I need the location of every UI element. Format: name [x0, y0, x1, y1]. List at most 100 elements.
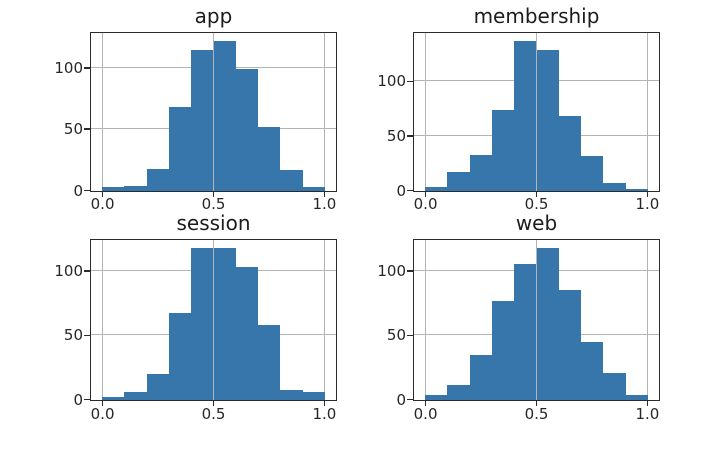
y-tick-mark: [84, 128, 90, 130]
gridline-vertical: [647, 240, 649, 400]
histogram-bar: [146, 168, 169, 191]
histogram-bar: [213, 40, 236, 191]
y-tick-label: 0: [396, 181, 406, 200]
histogram-bar: [124, 392, 147, 400]
histogram-bar: [146, 374, 169, 400]
y-tick-label: 50: [386, 326, 406, 345]
histogram-bar: [558, 116, 582, 191]
x-tick-mark: [101, 192, 104, 197]
x-tick-mark: [646, 401, 649, 406]
subplot-title: web: [515, 211, 558, 235]
histogram-bar: [168, 107, 192, 191]
y-tick-mark: [407, 135, 413, 137]
gridline-vertical: [101, 33, 103, 191]
y-tick-label: 50: [63, 326, 83, 345]
x-tick-label: 1.0: [312, 405, 337, 423]
histogram-bar: [558, 290, 582, 400]
gridline-vertical: [647, 33, 649, 191]
x-tick-label: 1.0: [635, 405, 660, 423]
histogram-bar: [447, 384, 470, 400]
histogram-bar: [258, 126, 281, 191]
histogram-bar: [514, 264, 537, 400]
x-tick-label: 0.5: [524, 405, 549, 423]
gridline-vertical: [424, 240, 426, 400]
x-tick-label: 1.0: [635, 195, 660, 213]
x-tick-label: 0.0: [413, 195, 438, 213]
histogram-bar: [258, 325, 281, 400]
x-tick-mark: [212, 401, 215, 406]
y-tick-mark: [84, 67, 90, 69]
x-tick-label: 0.5: [524, 195, 549, 213]
y-tick-mark: [407, 398, 413, 401]
x-tick-mark: [535, 401, 538, 406]
y-tick-mark: [407, 80, 413, 83]
y-tick-mark: [84, 270, 90, 272]
x-tick-label: 0.5: [201, 195, 226, 213]
y-tick-label: 100: [377, 262, 406, 281]
y-tick-mark: [407, 334, 413, 337]
y-tick-mark: [84, 334, 90, 337]
histogram-bar: [425, 394, 448, 400]
gridline-vertical: [324, 240, 326, 400]
subplot-title: app: [194, 4, 233, 28]
y-tick-label: 100: [377, 72, 406, 91]
x-tick-label: 1.0: [312, 195, 337, 213]
histogram-bar: [302, 392, 325, 400]
histogram-bar: [102, 397, 125, 400]
plot-area: [413, 239, 660, 401]
histogram-bar: [191, 247, 214, 400]
histogram-bar: [491, 109, 515, 191]
histogram-bar: [603, 183, 626, 191]
plot-area: [90, 32, 337, 192]
histogram-bar: [603, 372, 626, 400]
y-tick-label: 0: [396, 390, 406, 409]
histogram-bar: [425, 186, 448, 191]
histogram-bar: [191, 50, 214, 191]
histogram-bar: [235, 267, 259, 400]
x-tick-label: 0.5: [201, 405, 226, 423]
histogram-bar: [280, 389, 303, 400]
y-tick-mark: [407, 270, 413, 272]
x-tick-mark: [424, 401, 427, 406]
subplot-title: membership: [473, 4, 600, 28]
x-tick-mark: [424, 192, 427, 197]
y-tick-label: 100: [54, 58, 83, 77]
histogram-bar: [581, 155, 604, 191]
x-tick-mark: [646, 192, 649, 197]
histogram-bar: [625, 394, 648, 400]
y-tick-mark: [84, 189, 90, 192]
y-tick-mark: [84, 398, 90, 401]
x-tick-label: 0.0: [90, 405, 115, 423]
histogram-bar: [514, 40, 537, 191]
histogram-bar: [536, 50, 559, 191]
subplot-title: session: [176, 211, 251, 235]
gridline-vertical: [101, 240, 103, 400]
plot-area: [90, 239, 337, 401]
gridline-vertical: [324, 33, 326, 191]
histogram-bar: [581, 341, 604, 400]
histogram-bar: [625, 188, 648, 191]
y-tick-label: 0: [73, 390, 83, 409]
histogram-bar: [124, 186, 147, 191]
histogram-bar: [447, 172, 470, 191]
y-tick-label: 100: [54, 262, 83, 281]
y-tick-mark: [407, 189, 413, 192]
x-tick-mark: [212, 192, 215, 197]
histogram-bar: [213, 247, 236, 400]
histogram-bar: [102, 187, 125, 191]
x-tick-mark: [101, 401, 104, 406]
x-tick-mark: [323, 192, 326, 197]
y-tick-label: 50: [386, 126, 406, 145]
histogram-bar: [469, 154, 492, 191]
histogram-bar: [302, 187, 325, 191]
gridline-vertical: [424, 33, 426, 191]
histogram-bar: [235, 68, 259, 191]
histogram-bar: [536, 247, 559, 400]
histogram-bar: [469, 354, 492, 400]
x-tick-label: 0.0: [90, 195, 115, 213]
plot-area: [413, 32, 660, 192]
x-tick-mark: [535, 192, 538, 197]
histogram-bar: [168, 313, 192, 400]
histogram-bar: [491, 300, 515, 400]
